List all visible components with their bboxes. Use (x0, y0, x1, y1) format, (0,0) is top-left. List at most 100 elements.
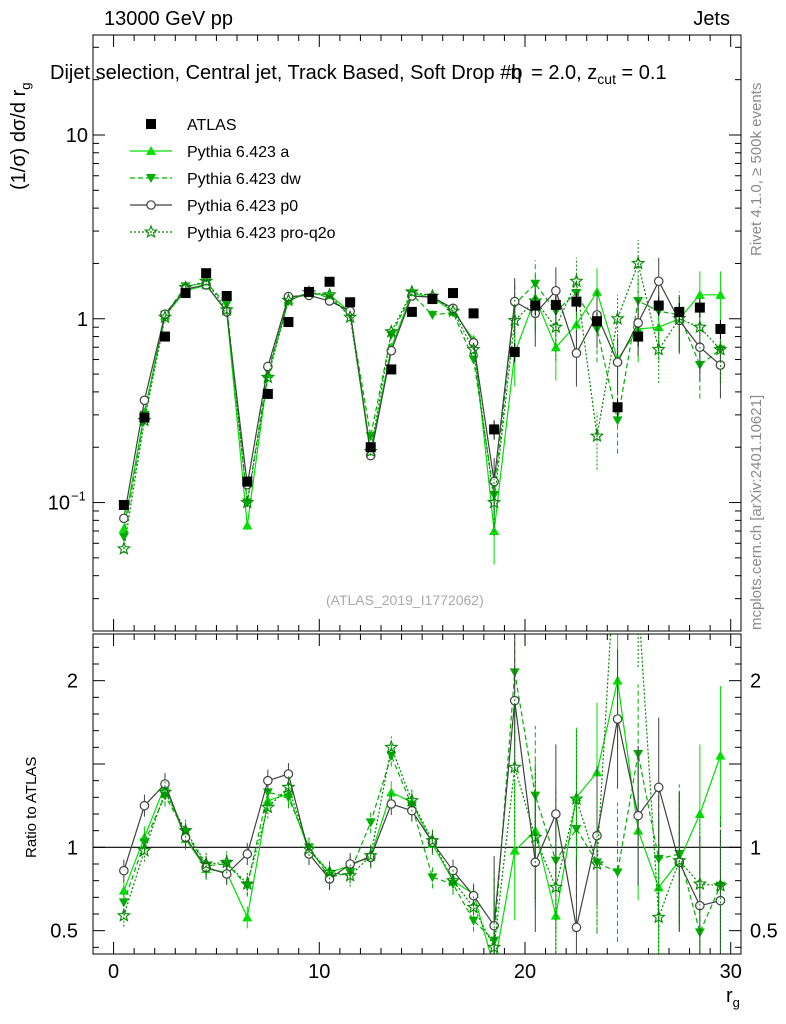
legend-label: Pythia 6.423 a (187, 144, 289, 161)
ratio-p0-point (139, 800, 150, 811)
mc-proq2o-point (116, 541, 132, 555)
legend-label: ATLAS (187, 117, 237, 134)
mc-proq2o-point (219, 302, 234, 316)
mc-proq2o-point (157, 309, 173, 324)
ratio-proq2o-point (363, 848, 378, 862)
zcut-sub: cut (597, 71, 616, 87)
mc-p0-point (386, 345, 397, 356)
legend-label: Pythia 6.423 p0 (187, 198, 298, 215)
ratio-dw-point (139, 838, 150, 848)
atlas-data-point (612, 402, 623, 413)
ratio-a-point (489, 962, 499, 971)
ratio-proq2o-point (466, 899, 481, 914)
mc-proq2o-point (713, 342, 728, 356)
x-tick-label: 20 (514, 961, 536, 983)
y-tick-label: 10 (48, 493, 70, 515)
mc-proq2o-point (384, 324, 399, 338)
ratio-proq2o-point (651, 909, 666, 924)
ratio-p0-point (468, 890, 479, 901)
ratio-proq2o-point (589, 856, 605, 871)
mc-p0-point (633, 318, 643, 328)
ratio-p0-point (715, 895, 726, 906)
atlas-data-point (139, 412, 150, 423)
beta-symbol: η (510, 62, 522, 84)
analysis-watermark: (ATLAS_2019_I1772062) (326, 592, 484, 608)
mc-proq2o-point (198, 273, 214, 288)
ratio-a-point (242, 912, 253, 922)
ratio-proq2o-point (342, 868, 358, 882)
ratio-p0-point (242, 849, 253, 859)
x-tick-label: 10 (308, 961, 330, 983)
beta-value: = 2.0, z (531, 62, 598, 84)
mc-p0-point (612, 357, 623, 368)
mc-p0-point (551, 285, 561, 296)
atlas-data-point (427, 294, 438, 305)
ratio-a-point (715, 750, 726, 760)
ratio-proq2o-point (445, 873, 461, 887)
ratio-p0-line (123, 700, 721, 928)
atlas-data-point (262, 388, 273, 399)
legend-label: Pythia 6.423 dw (187, 171, 301, 188)
atlas-data-point (304, 286, 314, 297)
atlas-data-point (118, 499, 129, 510)
atlas-data-point (406, 306, 417, 317)
x-tick-label: 30 (720, 961, 742, 983)
ratio-dw-point (365, 818, 376, 828)
ratio-proq2o-point (486, 939, 502, 954)
ratio-proq2o-point (219, 854, 234, 869)
ratio-p0-point (263, 775, 273, 786)
mc-p0-point (119, 513, 129, 524)
ratio-p0-point (345, 859, 355, 869)
x-tick-label: 0 (108, 961, 119, 983)
y-tick-label: 1 (77, 309, 88, 331)
ratio-y-axis-label: Ratio to ATLAS (23, 756, 40, 858)
mc-a-point (694, 289, 705, 299)
atlas-data-point (386, 364, 397, 375)
ratio-proq2o-point (548, 879, 564, 894)
process-label: Jets (693, 8, 730, 30)
ratio-y-tick-label-right: 2 (750, 671, 761, 693)
ratio-a-point (509, 845, 520, 855)
ratio-dw-point (653, 855, 664, 864)
atlas-data-point (242, 476, 253, 487)
rivet-label: Rivet 4.1.0, ≥ 500k events (748, 82, 765, 256)
mc-proq2o-point (630, 255, 646, 270)
atlas-data-point (324, 276, 335, 287)
atlas-data-point (448, 288, 458, 299)
mc-proq2o-point (404, 284, 420, 299)
mc-proq2o-point (507, 312, 522, 327)
ratio-a-point (118, 885, 129, 895)
legend-marker (146, 119, 156, 129)
atlas-data-point (201, 268, 212, 279)
mc-proq2o-point (240, 494, 255, 509)
ratio-proq2o-point (240, 876, 255, 891)
mc-a-point (118, 523, 129, 533)
ratio-p0-point (633, 810, 643, 821)
ratio-p0-point (160, 779, 170, 789)
ratio-proq2o-point (384, 739, 399, 754)
y-tick-label: 10 (66, 125, 88, 147)
ratio-proq2o-point (569, 791, 584, 806)
atlas-data-point (633, 331, 644, 342)
energy-label: 13000 GeV pp (104, 8, 233, 30)
mc-p0-point (139, 395, 150, 406)
atlas-data-point (345, 297, 356, 308)
atlas-data-point (571, 296, 582, 307)
ratio-proq2o-point (713, 878, 728, 892)
ratio-proq2o-point (260, 799, 276, 814)
ratio-proq2o-point (281, 779, 296, 794)
legend-label: Pythia 6.423 pro-q2o (187, 225, 336, 242)
atlas-data-point (283, 317, 294, 328)
mc-proq2o-point (569, 273, 584, 288)
mc-proq2o-point (281, 292, 296, 307)
mc-dw-line (123, 282, 721, 538)
mc-dw-point (118, 532, 129, 542)
ratio-proq2o-point (322, 864, 337, 879)
mc-p0-line (123, 279, 721, 519)
atlas-data-point (550, 299, 561, 310)
mc-dw-point (427, 310, 438, 320)
ratio-y-tick-label-right: 1 (750, 837, 761, 859)
mc-proq2o-point (260, 369, 276, 384)
ratio-y-tick-label: 0.5 (50, 921, 78, 943)
ratio-a-line (123, 680, 721, 954)
